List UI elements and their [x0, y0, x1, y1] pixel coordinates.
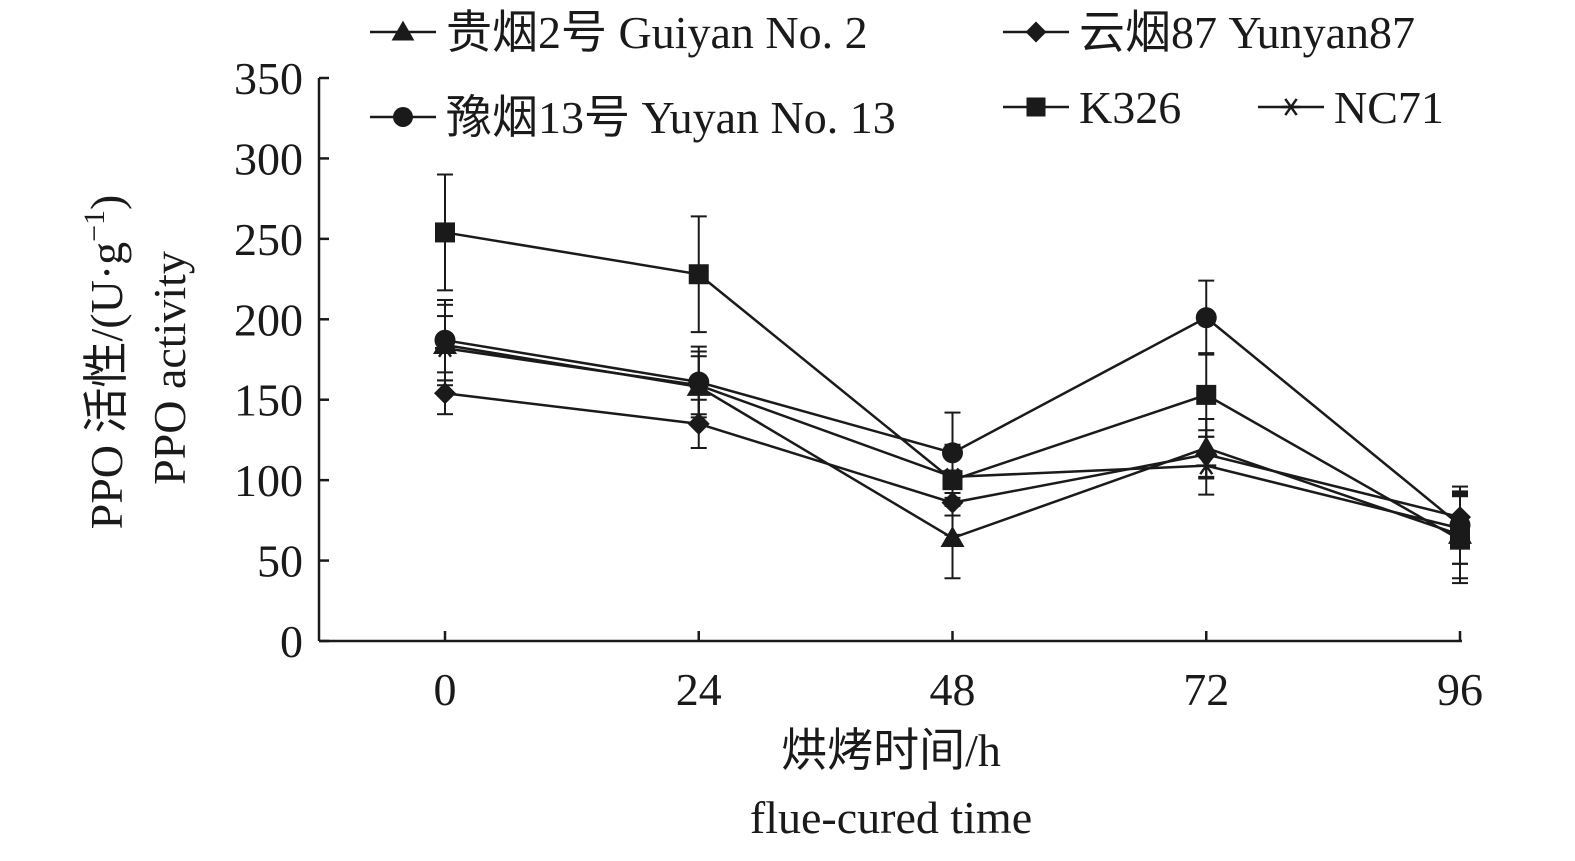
data-point-stroke	[437, 339, 453, 358]
legend-item: 云烟87 Yunyan87	[1003, 7, 1415, 58]
y-axis-title: PPO 活性/(U·g−1)	[78, 195, 132, 530]
y-axis-title-english: PPO activity	[144, 251, 195, 485]
data-point	[940, 526, 965, 548]
legend-marker-stroke	[1284, 98, 1298, 116]
data-point	[688, 264, 709, 285]
y-tick-label: 250	[234, 214, 303, 265]
series-asterisk	[435, 315, 1470, 565]
y-tick-label: 300	[234, 133, 303, 184]
data-point	[1195, 307, 1217, 329]
legend-marker	[393, 107, 413, 127]
y-tick-label: 350	[234, 53, 303, 104]
series-layer	[433, 173, 1472, 585]
legend-label: NC71	[1334, 82, 1444, 133]
x-tick-label: 0	[434, 664, 457, 715]
y-axis-title-main: PPO 活性/(U·g	[81, 242, 132, 530]
legend-marker	[391, 20, 415, 41]
legend-label: 贵烟2号 Guiyan No. 2	[446, 7, 868, 58]
data-point	[435, 222, 455, 243]
y-tick-label: 150	[234, 375, 303, 426]
legend-marker	[1025, 21, 1047, 43]
legend-item: 贵烟2号 Guiyan No. 2	[370, 7, 868, 58]
y-axis-title-superscript: −1	[78, 210, 111, 242]
legend-item: NC71	[1258, 82, 1444, 133]
data-point	[1196, 384, 1217, 405]
y-axis-ticks: 0 50 100 150 200 250 300 350	[234, 53, 329, 667]
legend-item: 豫烟13号 Yuyan No. 13	[370, 92, 896, 143]
y-tick-label: 50	[257, 536, 303, 587]
data-point	[435, 339, 455, 358]
x-axis-title: 烘烤时间/h	[781, 725, 1001, 776]
y-tick-label: 0	[280, 616, 303, 667]
data-point	[1196, 456, 1217, 475]
x-axis-title-english: flue-cured time	[750, 792, 1032, 843]
x-tick-label: 24	[676, 664, 722, 715]
legend-label: K326	[1079, 82, 1181, 133]
data-point-stroke	[691, 376, 706, 395]
y-tick-label: 200	[234, 294, 303, 345]
data-point	[942, 467, 963, 487]
legend: 贵烟2号 Guiyan No. 2 云烟87 Yunyan87 豫烟13号 Yuya…	[370, 7, 1444, 143]
legend-item: K326	[1003, 82, 1181, 133]
legend-marker	[1026, 97, 1046, 117]
data-point	[1450, 519, 1470, 538]
data-point	[688, 376, 709, 395]
x-tick-label: 72	[1183, 664, 1229, 715]
data-point-stroke	[945, 467, 960, 487]
y-axis-title-close: )	[81, 195, 132, 210]
x-axis-ticks: 0 24 48 72 96	[434, 631, 1483, 715]
x-tick-label: 96	[1437, 664, 1483, 715]
legend-label: 云烟87 Yunyan87	[1079, 7, 1415, 58]
data-point-stroke	[1199, 456, 1214, 475]
data-point	[434, 382, 456, 405]
legend-label: 豫烟13号 Yuyan No. 13	[446, 92, 896, 143]
x-tick-label: 48	[930, 664, 976, 715]
y-tick-label: 100	[234, 455, 303, 506]
data-point-stroke	[1452, 519, 1468, 538]
legend-marker	[1281, 98, 1301, 116]
